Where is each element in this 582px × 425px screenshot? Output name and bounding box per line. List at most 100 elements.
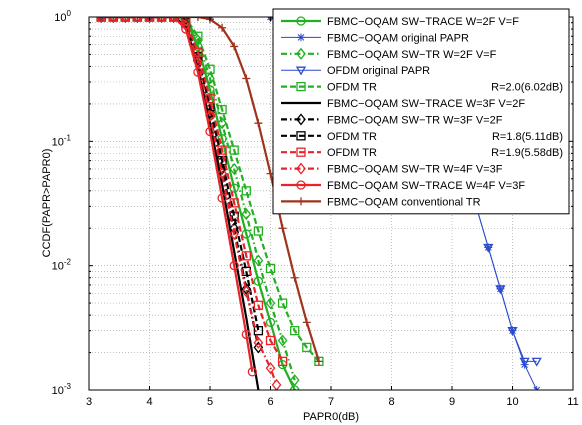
legend-marker	[295, 66, 307, 76]
data-point	[253, 276, 264, 286]
data-point	[495, 285, 506, 295]
data-point	[241, 282, 252, 295]
legend-entry-7: FBMC−OQAM SW−TR W=3F V=2F	[281, 113, 503, 126]
legend-box	[272, 8, 570, 215]
data-point	[133, 17, 142, 21]
data-point	[205, 64, 215, 74]
data-point	[121, 17, 130, 21]
legend-marker	[296, 147, 306, 157]
x-tick-label: 9	[449, 396, 455, 408]
legend-marker	[296, 131, 306, 141]
x-tick-label: 8	[388, 396, 394, 408]
legend-entry-4: OFDM original PAPR	[281, 65, 430, 77]
data-point	[531, 357, 542, 367]
x-tick-label: 3	[86, 396, 92, 408]
legend-entry-12: FBMC−OQAM conventional TR	[281, 196, 481, 208]
legend-label: OFDM TR	[327, 147, 377, 159]
series-10	[96, 17, 282, 390]
legend-marker	[296, 113, 306, 126]
legend-entry-2: FBMC−OQAM original PAPR	[281, 32, 469, 44]
data-point	[265, 297, 276, 310]
series-line	[101, 17, 260, 390]
data-point	[265, 362, 276, 375]
legend-marker	[296, 16, 306, 26]
legend-label: FBMC−OQAM SW−TRACE W=4F V=3F	[327, 180, 525, 192]
data-point	[265, 317, 276, 328]
legend-label: OFDM TR	[327, 82, 377, 94]
data-point	[277, 334, 288, 347]
data-point	[302, 342, 312, 353]
data-point	[253, 254, 264, 267]
x-axis-label: PAPR0(dB)	[303, 411, 359, 423]
data-point	[229, 145, 239, 155]
data-point	[229, 183, 239, 193]
legend-marker	[297, 33, 305, 42]
data-point	[241, 186, 251, 196]
legend-marker	[296, 180, 306, 190]
legend-label: FBMC−OQAM SW−TRACE W=2F V=F	[327, 16, 519, 28]
data-point	[109, 17, 118, 21]
data-point	[193, 67, 203, 77]
legend-entry-6: FBMC−OQAM SW−TRACE W=3F V=2F	[281, 98, 525, 110]
legend-marker	[297, 197, 305, 206]
data-point	[108, 17, 119, 24]
x-tick-label: 7	[328, 396, 334, 408]
data-point	[205, 126, 215, 137]
data-point	[289, 374, 300, 387]
data-point	[302, 318, 311, 327]
legend-entry-9: OFDM TR R=1.9(5.58dB)	[281, 147, 563, 159]
data-point	[193, 34, 203, 47]
data-point	[193, 54, 203, 67]
legend-label: FBMC−OQAM SW−TR W=2F V=F	[327, 49, 497, 61]
data-point	[218, 23, 227, 32]
data-point	[241, 285, 252, 298]
series-line	[101, 17, 296, 390]
legend-label: FBMC−OQAM conventional TR	[327, 196, 481, 208]
legend-annotation: R=1.8(5.11dB)	[492, 131, 563, 143]
data-point	[230, 42, 239, 51]
data-point	[265, 335, 276, 346]
y-axis-label: CCDF(PAPR>PAPR0)	[41, 149, 53, 258]
data-point	[254, 119, 263, 128]
series-line	[101, 17, 284, 362]
data-point	[241, 208, 252, 221]
data-point	[217, 162, 227, 175]
data-point	[241, 251, 251, 261]
data-point	[242, 74, 251, 83]
data-point	[156, 17, 167, 24]
legend-entry-11: FBMC−OQAM SW−TRACE W=4F V=3F	[281, 180, 525, 192]
data-point	[241, 229, 251, 239]
data-point	[132, 17, 143, 24]
data-point	[181, 17, 190, 21]
legend-label: FBMC−OQAM SW−TRACE W=3F V=2F	[327, 98, 525, 110]
data-point	[253, 226, 264, 236]
data-point	[96, 17, 106, 24]
data-point	[507, 327, 518, 336]
data-point	[229, 198, 239, 208]
legend-entry-3: FBMC−OQAM SW−TR W=2F V=F	[281, 47, 497, 61]
series-6	[101, 17, 260, 390]
data-point	[181, 24, 191, 34]
legend-marker	[296, 162, 306, 175]
y-tick-label: 10-2	[52, 258, 72, 273]
data-point	[265, 263, 276, 274]
data-point	[253, 326, 264, 336]
y-tick-label: 10-1	[52, 133, 72, 148]
data-point	[519, 357, 530, 367]
legend-entry-8: OFDM TR R=1.8(5.11dB)	[281, 131, 563, 143]
data-point	[217, 155, 227, 166]
x-tick-label: 6	[267, 396, 273, 408]
legend-label: OFDM TR	[327, 131, 377, 143]
data-point	[144, 17, 155, 24]
legend-marker	[296, 81, 306, 92]
data-point	[157, 17, 166, 21]
data-point	[217, 104, 227, 115]
data-point	[229, 261, 239, 271]
axis-ticks: 3 4 5 6 7 8 9 10 11 100 10-1 10-2 10-3	[52, 9, 579, 408]
legend-label: FBMC−OQAM SW−TR W=3F V=2F	[327, 114, 503, 126]
x-tick-label: 10	[506, 396, 518, 408]
legend-annotation: R=2.0(6.02dB)	[491, 82, 563, 94]
data-point	[277, 298, 288, 308]
data-point	[217, 167, 227, 180]
legend-label: FBMC−OQAM SW−TR W=4F V=3F	[327, 164, 503, 176]
